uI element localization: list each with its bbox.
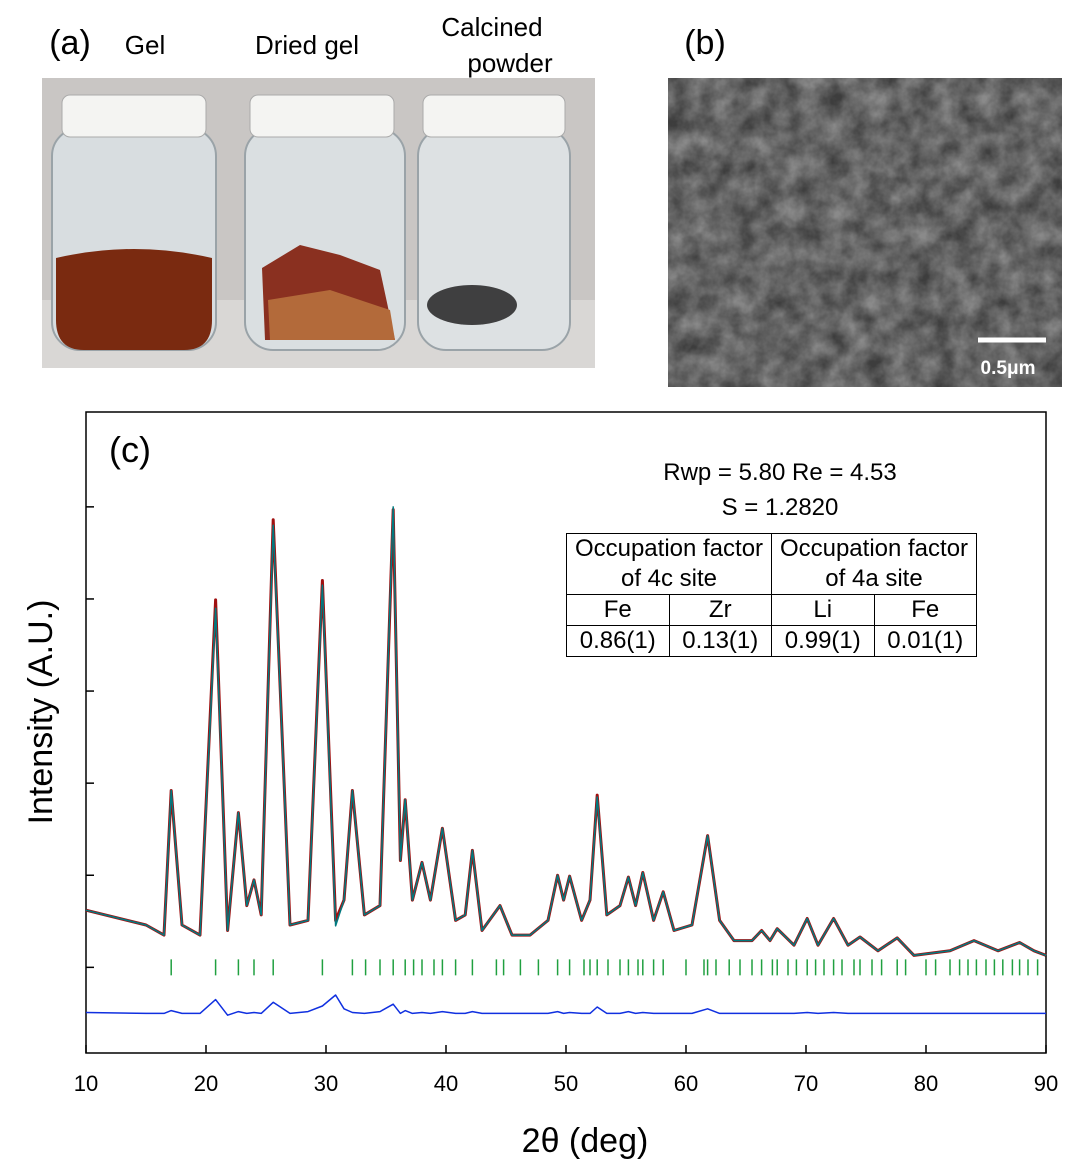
x-tick-label: 40 [434, 1071, 458, 1096]
plot-frame [86, 412, 1046, 1053]
caption: powder [467, 48, 553, 78]
x-tick-label: 50 [554, 1071, 578, 1096]
table-cell: Fe [874, 595, 977, 626]
panel-label: (b) [684, 24, 726, 62]
table-cell: 0.99(1) [772, 626, 875, 657]
table-cell: 0.01(1) [874, 626, 977, 657]
annotation: S = 1.2820 [722, 494, 839, 521]
x-axis-label: 2θ (deg) [522, 1122, 649, 1160]
x-tick-label: 70 [794, 1071, 818, 1096]
x-tick-label: 80 [914, 1071, 938, 1096]
page: (a) Gel Dried gel Calcined powder (b) 0.… [0, 0, 1065, 1172]
panel-label: (a) [49, 24, 91, 62]
x-tick-label: 90 [1034, 1071, 1058, 1096]
panel-label: (c) [109, 429, 151, 470]
table-header: Occupation factor of 4a site [772, 534, 977, 595]
series-line [86, 995, 1046, 1015]
photo-jars [42, 78, 595, 368]
x-tick-label: 30 [314, 1071, 338, 1096]
caption: Gel [125, 30, 165, 60]
table-header: Occupation factor of 4c site [567, 534, 772, 595]
scale-bar-label: 0.5μm [981, 358, 1036, 379]
annotation: Rwp = 5.80 Re = 4.53 [663, 459, 896, 486]
table-cell: Zr [669, 595, 772, 626]
x-tick-label: 10 [74, 1071, 98, 1096]
caption: Calcined [441, 12, 542, 42]
caption: Dried gel [255, 30, 359, 60]
table-cell: Li [772, 595, 875, 626]
table-cell: Fe [567, 595, 670, 626]
x-tick-label: 60 [674, 1071, 698, 1096]
table-cell: 0.13(1) [669, 626, 772, 657]
y-axis-label: Intensity (A.U.) [22, 600, 60, 825]
table-cell: 0.86(1) [567, 626, 670, 657]
x-tick-label: 20 [194, 1071, 218, 1096]
